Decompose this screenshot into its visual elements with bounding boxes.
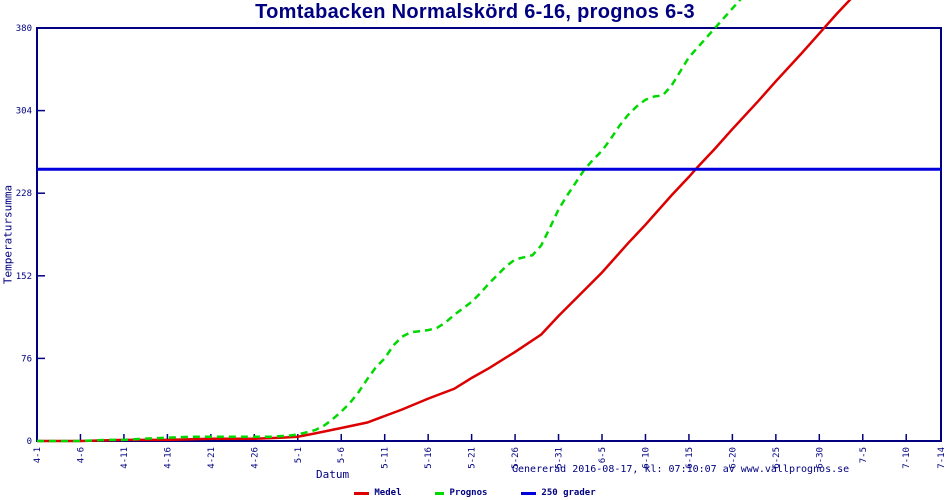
- x-tick-label: 7-5: [859, 447, 869, 463]
- x-tick-label: 4-26: [250, 447, 260, 469]
- x-tick-label: 4-11: [120, 447, 130, 469]
- legend-label-medel: Medel: [374, 488, 402, 498]
- x-tick-label: 5-21: [468, 447, 478, 469]
- legend: Medel Prognos 250 grader: [0, 486, 950, 500]
- y-tick-label: 380: [16, 24, 32, 34]
- x-tick-label: 6-10: [641, 447, 651, 469]
- y-tick-label: 0: [27, 437, 32, 447]
- y-tick-label: 304: [16, 107, 32, 117]
- x-tick-label: 4-21: [207, 447, 217, 469]
- x-tick-label: 6-20: [728, 447, 738, 469]
- legend-item-grader: 250 grader: [521, 488, 596, 498]
- legend-item-prognos: Prognos: [435, 488, 487, 498]
- x-tick-label: 5-26: [511, 447, 521, 469]
- grader-line-swatch-icon: [521, 491, 537, 495]
- x-tick-label: 4-6: [76, 447, 86, 463]
- prognos-line-swatch-icon: [435, 491, 445, 495]
- legend-label-prognos: Prognos: [449, 488, 488, 498]
- x-tick-label: 6-25: [772, 447, 782, 469]
- y-tick-label: 228: [16, 189, 32, 199]
- series-line-medel: [37, 0, 852, 443]
- x-tick-label: 5-16: [424, 447, 434, 469]
- chart-title: Tomtabacken Normalskörd 6-16, prognos 6-…: [255, 1, 695, 23]
- x-tick-label: 6-5: [598, 447, 608, 463]
- medel-line-swatch-icon: [354, 491, 370, 495]
- legend-label-grader: 250 grader: [541, 488, 596, 498]
- x-axis-title: Datum: [316, 468, 350, 481]
- legend-item-medel: Medel: [354, 488, 401, 498]
- generated-timestamp: Genererad 2016-08-17, kl: 07:10:07 av ww…: [512, 464, 850, 475]
- y-axis-title: Temperatursumma: [1, 184, 15, 285]
- x-tick-label: 6-30: [815, 447, 825, 469]
- x-tick-label: 4-16: [163, 447, 173, 469]
- x-tick-label: 7-14: [937, 447, 947, 469]
- x-tick-label: 6-15: [685, 447, 695, 469]
- y-tick-label: 152: [16, 272, 32, 282]
- plot-border: [36, 27, 942, 442]
- x-tick-label: 5-6: [337, 447, 347, 463]
- y-tick-label: 76: [21, 354, 32, 364]
- x-tick-label: 5-1: [294, 447, 304, 463]
- x-tick-label: 5-11: [381, 447, 391, 469]
- x-tick-label: 7-10: [902, 447, 912, 469]
- x-tick-label: 4-1: [33, 447, 43, 463]
- x-tick-label: 5-31: [555, 447, 565, 469]
- series-line-prognos: [37, 0, 742, 443]
